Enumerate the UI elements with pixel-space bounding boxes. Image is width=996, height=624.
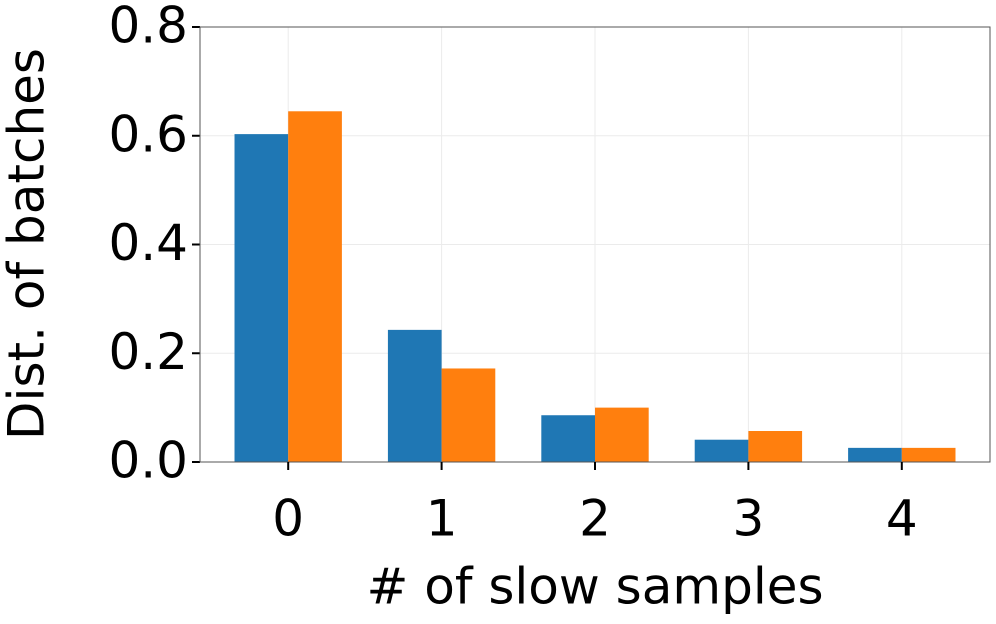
- y-tick-label: 0.4: [108, 214, 188, 272]
- bar: [234, 134, 289, 462]
- y-tick-label: 0.6: [108, 105, 188, 163]
- bar: [387, 329, 442, 462]
- bar: [441, 368, 496, 462]
- bar: [288, 111, 342, 462]
- bar: [901, 447, 956, 462]
- x-axis-label: # of slow samples: [366, 558, 823, 616]
- y-tick-label: 0.2: [108, 323, 188, 381]
- x-tick-label: 0: [272, 490, 304, 548]
- y-tick-label: 0.8: [108, 0, 188, 55]
- y-axis-label: Dist. of batches: [0, 48, 56, 440]
- bar: [848, 447, 902, 462]
- x-tick-label: 4: [886, 490, 918, 548]
- bar: [541, 415, 595, 462]
- bar: [694, 439, 749, 462]
- x-tick-label: 3: [732, 490, 764, 548]
- bar: [748, 431, 803, 462]
- x-tick-label: 2: [579, 490, 611, 548]
- bar: [595, 407, 649, 462]
- x-tick-label: 1: [426, 490, 458, 548]
- y-tick-label: 0.0: [108, 432, 188, 490]
